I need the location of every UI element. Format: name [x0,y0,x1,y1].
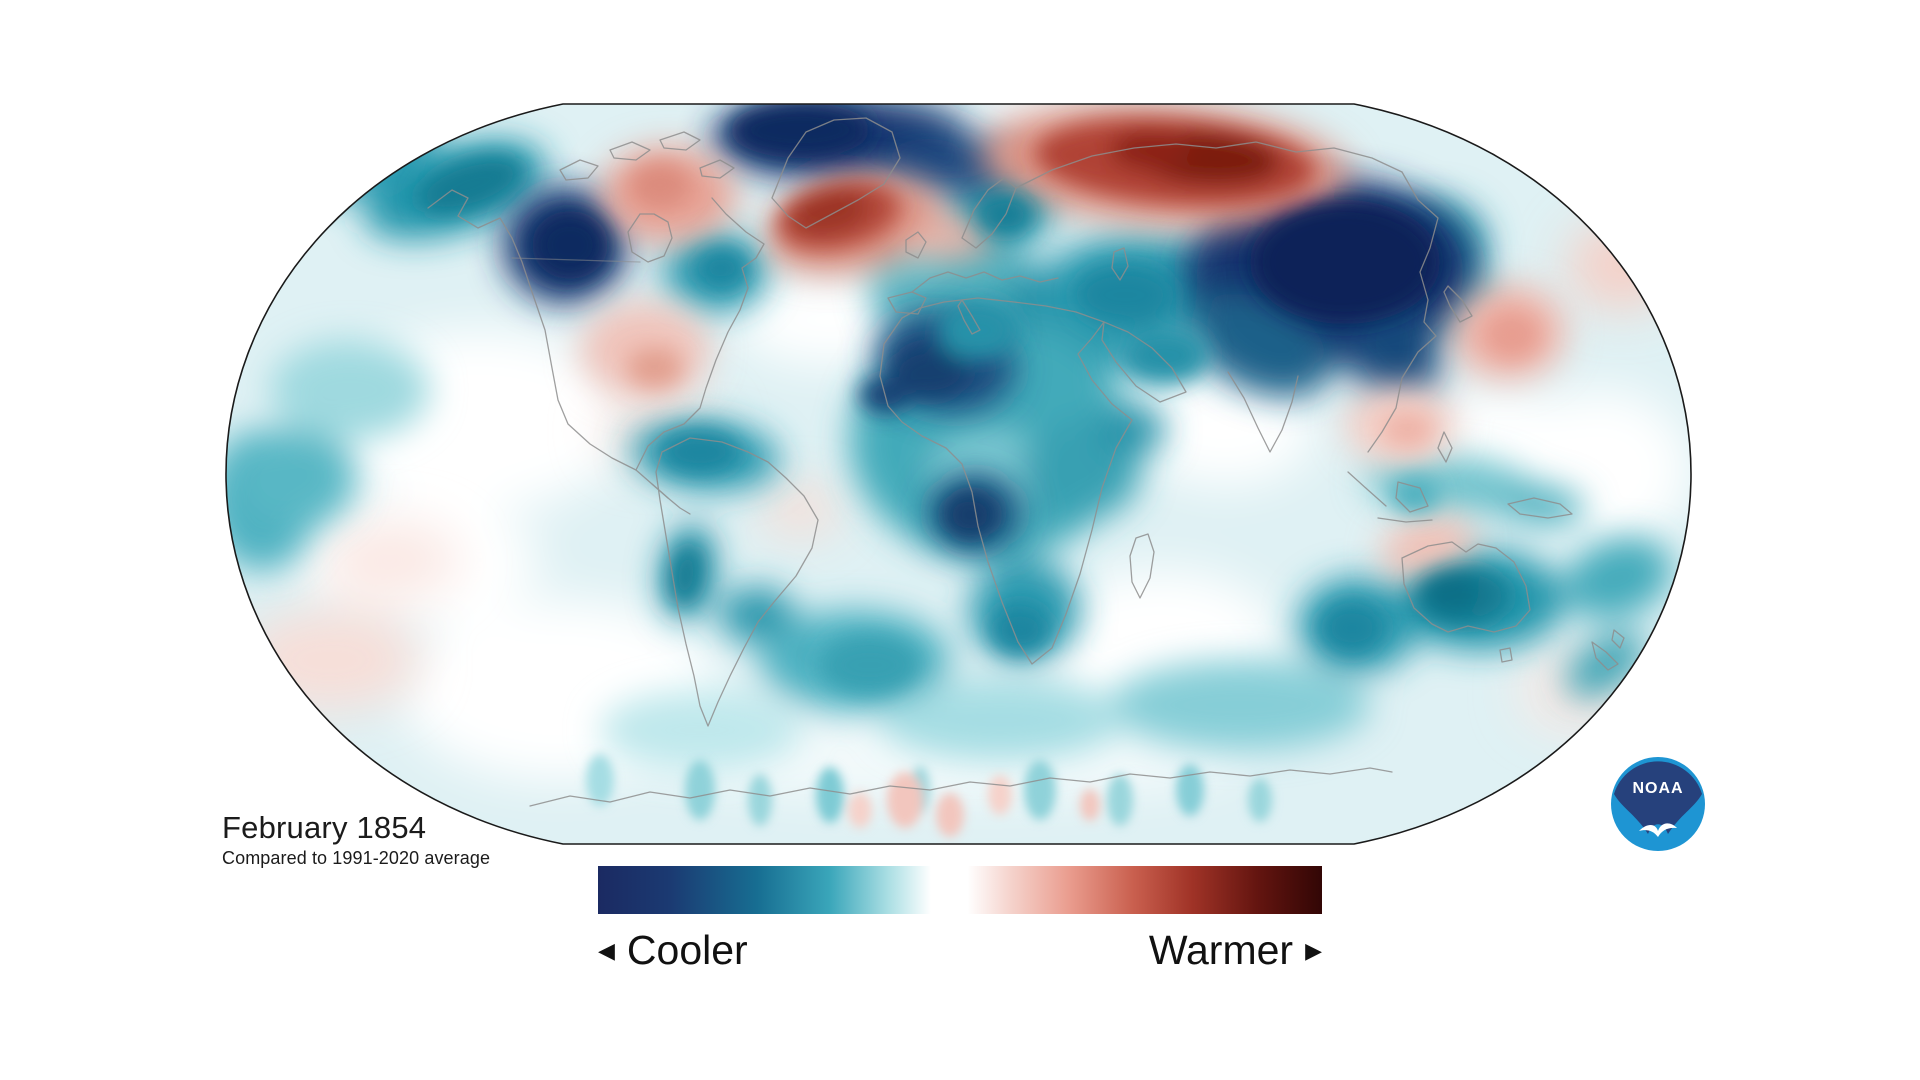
cooler-arrow-icon: ◀ [598,938,615,963]
cooler-label: Cooler [626,926,748,973]
map-title: February 1854 [222,810,427,845]
noaa-logo-text: NOAA [1632,780,1683,797]
coastlines [427,117,1625,807]
noaa-logo-fan [1614,761,1702,834]
colorbar [598,866,1322,914]
warmer-label: Warmer [1148,926,1294,973]
noaa-seagull-icon [1639,823,1677,837]
caption-block: February 1854 Compared to 1991-2020 aver… [222,810,491,868]
anomaly-layer-cores [417,104,1540,695]
map-interior [226,104,1691,844]
map-subtitle: Compared to 1991-2020 average [222,847,491,868]
map-outline [225,103,1692,845]
warmer-arrow-icon: ▶ [1305,938,1322,963]
anomaly-layer-white [300,104,1690,800]
noaa-logo: NOAA [1611,757,1705,851]
warmer-legend: Warmer ▶ [1149,927,1322,974]
colorbar-legend: ◀ Cooler Warmer ▶ [598,925,1322,975]
cooler-legend: ◀ Cooler [598,927,748,974]
